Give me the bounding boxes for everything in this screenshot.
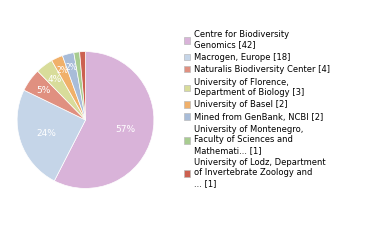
Wedge shape	[80, 52, 86, 120]
Wedge shape	[74, 52, 86, 120]
Text: 24%: 24%	[36, 128, 57, 138]
Text: 2%: 2%	[66, 63, 78, 72]
Text: 57%: 57%	[116, 125, 135, 134]
Legend: Centre for Biodiversity
Genomics [42], Macrogen, Europe [18], Naturalis Biodiver: Centre for Biodiversity Genomics [42], M…	[184, 30, 330, 188]
Text: 2%: 2%	[57, 66, 69, 75]
Wedge shape	[38, 60, 86, 120]
Wedge shape	[54, 52, 154, 188]
Wedge shape	[52, 56, 86, 120]
Text: 5%: 5%	[37, 85, 51, 95]
Wedge shape	[24, 71, 86, 120]
Text: 4%: 4%	[48, 75, 62, 84]
Wedge shape	[17, 90, 85, 181]
Wedge shape	[62, 53, 86, 120]
